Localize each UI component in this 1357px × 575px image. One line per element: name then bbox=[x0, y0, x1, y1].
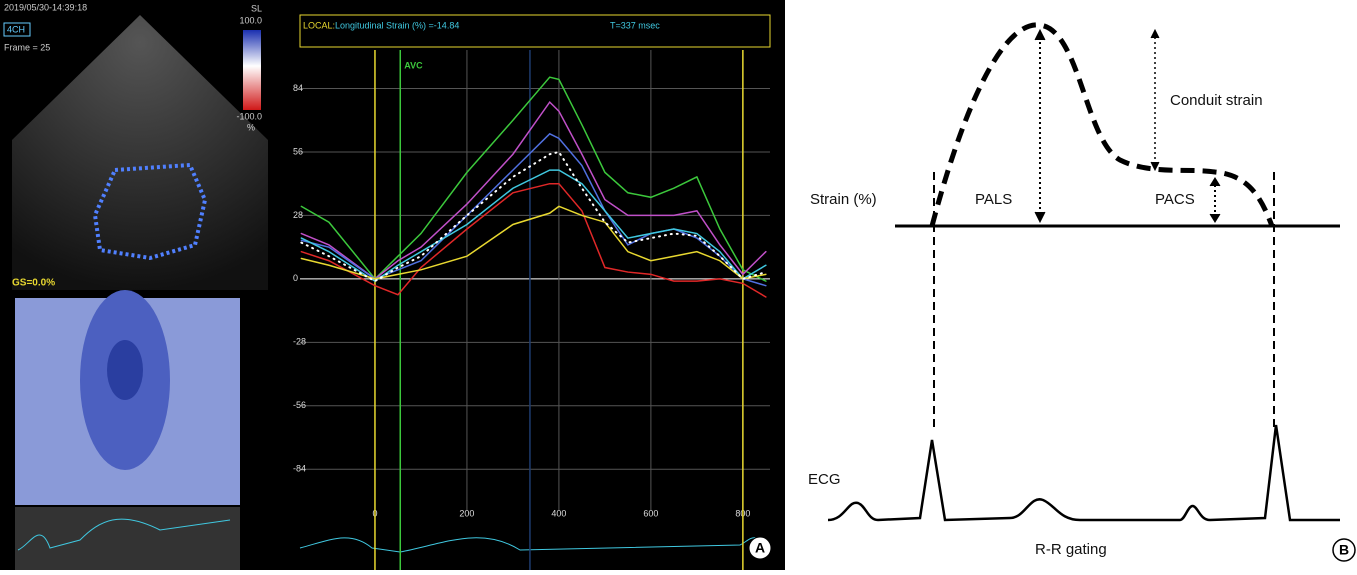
echo-image bbox=[12, 15, 268, 290]
scale-name: SL bbox=[251, 3, 262, 13]
arrow-heads bbox=[1034, 28, 1221, 224]
color-bar bbox=[243, 30, 261, 110]
header-time: T=337 msec bbox=[610, 20, 660, 30]
ecg-trace bbox=[299, 537, 766, 553]
y-tick-label: 28 bbox=[293, 210, 303, 220]
header-readout: Longitudinal Strain (%) =-14.84 bbox=[335, 20, 459, 30]
strain-curve bbox=[929, 22, 1275, 227]
series-line bbox=[300, 169, 767, 283]
global-strain: GS=0.0% bbox=[12, 278, 55, 289]
panel-a-label: A bbox=[755, 540, 765, 556]
ecg-label: ECG bbox=[808, 471, 841, 488]
strain-label: Strain (%) bbox=[810, 191, 877, 208]
panel-a-badge bbox=[748, 536, 772, 560]
tracking-contour bbox=[92, 162, 208, 261]
x-tick-label: 600 bbox=[643, 508, 658, 518]
y-tick-label: -56 bbox=[293, 400, 306, 410]
scale-min: -100.0 bbox=[236, 111, 262, 121]
timestamp: 2019/05/30-14:39:18 bbox=[4, 2, 87, 12]
series-line bbox=[300, 132, 767, 287]
series-line bbox=[300, 205, 767, 280]
panel-b-label: B bbox=[1339, 542, 1349, 558]
m-mode bbox=[15, 507, 240, 570]
scale-unit: % bbox=[247, 122, 255, 132]
y-tick-label: 56 bbox=[293, 146, 303, 156]
scale-max: 100.0 bbox=[239, 15, 262, 25]
series-line bbox=[300, 150, 767, 283]
series-line bbox=[300, 182, 767, 298]
header-mode: LOCAL: bbox=[303, 20, 335, 30]
ecg-diagram bbox=[827, 424, 1340, 522]
pacs-label: PACS bbox=[1155, 191, 1195, 208]
frame: Frame = 25 bbox=[4, 42, 50, 52]
header-box bbox=[299, 14, 771, 48]
series-line bbox=[300, 76, 767, 282]
gating-label: R-R gating bbox=[1035, 541, 1107, 558]
y-tick-label: 84 bbox=[293, 83, 303, 93]
panel-b-badge bbox=[1332, 538, 1356, 562]
pals-label: PALS bbox=[975, 191, 1012, 208]
y-tick-label: -84 bbox=[293, 464, 306, 474]
x-tick-label: 200 bbox=[459, 508, 474, 518]
y-tick-label: 0 bbox=[293, 273, 298, 283]
x-tick-label: 400 bbox=[551, 508, 566, 518]
y-tick-label: -28 bbox=[293, 337, 306, 347]
view-box bbox=[3, 22, 31, 37]
map-core bbox=[107, 340, 143, 400]
reference-label: AVC bbox=[404, 60, 423, 70]
series-line bbox=[300, 100, 767, 280]
view: 4CH bbox=[7, 24, 25, 34]
m-mode-ecg bbox=[17, 518, 231, 551]
conduit-label: Conduit strain bbox=[1170, 92, 1263, 109]
